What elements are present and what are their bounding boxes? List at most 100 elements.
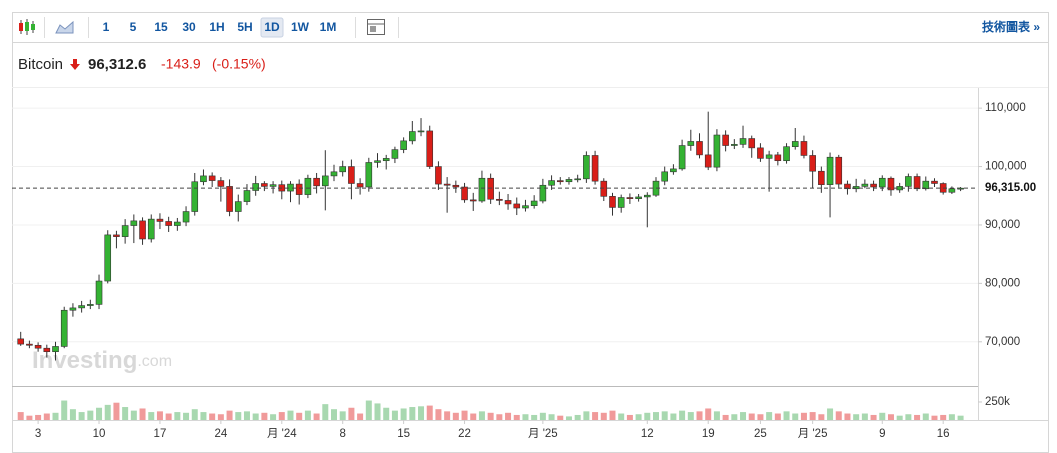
candle-body	[617, 197, 625, 208]
volume-bar	[574, 414, 581, 420]
candle-body	[452, 184, 460, 188]
volume-bar	[26, 415, 33, 420]
volume-bar	[191, 409, 198, 420]
volume-bar	[200, 412, 207, 420]
volume-bar	[931, 415, 938, 420]
candle-body	[565, 179, 573, 183]
candle-body	[147, 218, 155, 240]
volume-bar	[69, 409, 76, 420]
interval-button[interactable]: 1H	[209, 20, 224, 34]
x-tick-label: 月 '25	[798, 428, 828, 440]
volume-bar	[922, 413, 929, 420]
candle-body	[635, 196, 642, 199]
volume-bar	[940, 414, 947, 420]
candle-body	[191, 181, 199, 212]
candle-body	[417, 130, 425, 133]
volume-bar	[670, 413, 677, 420]
volume-bar	[870, 414, 877, 420]
candle-body	[426, 130, 434, 167]
volume-bar	[774, 413, 781, 420]
candle-body	[461, 186, 468, 201]
candle-body	[696, 141, 703, 156]
candle-body	[139, 220, 146, 240]
volume-bar	[505, 412, 512, 420]
candle-body	[26, 343, 33, 346]
candle-body	[469, 199, 477, 202]
candle-body	[121, 225, 129, 237]
watermark-suffix: .com	[137, 353, 172, 370]
candle-body	[878, 177, 886, 188]
volume-bar	[861, 413, 868, 420]
candle-body	[252, 183, 259, 191]
volume-bar	[156, 411, 163, 420]
candle-body	[887, 177, 895, 191]
volume-bar	[78, 412, 85, 420]
interval-button[interactable]: 5H	[237, 20, 252, 34]
volume-bar	[287, 410, 294, 420]
candle-body	[321, 175, 329, 187]
candle-body	[809, 155, 816, 172]
volume-bar	[435, 409, 442, 420]
volume-bar	[887, 414, 894, 420]
candle-body	[174, 221, 181, 226]
x-tick-label: 19	[702, 428, 715, 440]
interval-button[interactable]: 1W	[291, 20, 310, 34]
candle-body	[409, 131, 416, 142]
technical-chart-link[interactable]: 技術圖表 »	[982, 19, 1040, 34]
interval-button[interactable]: 1	[103, 20, 110, 34]
volume-bar	[653, 412, 659, 420]
candle-body	[313, 177, 320, 187]
volume-bar	[139, 408, 146, 420]
volume-bar	[130, 410, 137, 420]
interval-button[interactable]: 30	[182, 20, 196, 34]
candle-type-button[interactable]	[19, 19, 35, 35]
candle-body	[365, 162, 373, 188]
volume-bar	[748, 413, 755, 420]
interval-button[interactable]: 15	[154, 20, 168, 34]
last-price-box	[979, 180, 1039, 197]
volume-bar	[43, 413, 50, 420]
volume-bar	[444, 411, 451, 420]
volume-bar	[557, 415, 564, 420]
plot	[12, 107, 978, 420]
candle-body	[208, 175, 216, 181]
x-tick-label: 12	[641, 428, 654, 440]
candle-body	[574, 178, 581, 181]
candle-body	[95, 280, 103, 305]
candle-body	[626, 197, 634, 199]
candle-body	[826, 156, 834, 185]
candle-body	[87, 304, 94, 306]
candle-body	[34, 344, 42, 349]
x-tick-label: 15	[397, 428, 410, 440]
interval-button[interactable]: 1M	[320, 20, 337, 34]
volume-bar	[35, 414, 42, 420]
volume-bar	[209, 413, 216, 420]
volume-bar	[365, 400, 372, 420]
candle-body	[835, 156, 843, 185]
x-tick-label: 24	[214, 428, 227, 440]
candle-body	[330, 171, 338, 177]
candle-body	[69, 307, 77, 311]
candle-body	[165, 221, 172, 226]
candle-body	[922, 180, 930, 190]
candle-body	[182, 211, 190, 223]
candle-body	[104, 234, 112, 282]
candle-body	[217, 180, 225, 187]
candle-body	[609, 196, 616, 208]
candle-body	[435, 166, 442, 185]
area-type-button[interactable]	[55, 20, 74, 34]
volume-bar	[844, 413, 851, 420]
volume-bar	[957, 415, 964, 420]
price-change-percent: (-0.15%)	[212, 56, 266, 72]
candle-body	[722, 134, 729, 146]
interval-button[interactable]: 1D	[264, 20, 280, 34]
candle-body	[348, 166, 355, 184]
volume-bar	[740, 412, 747, 420]
interval-button[interactable]: 5	[130, 20, 137, 34]
candle-body	[52, 346, 59, 353]
candle-body	[382, 158, 390, 162]
candle-body	[234, 201, 242, 212]
candle-body	[800, 141, 808, 156]
candle-body	[269, 184, 277, 187]
